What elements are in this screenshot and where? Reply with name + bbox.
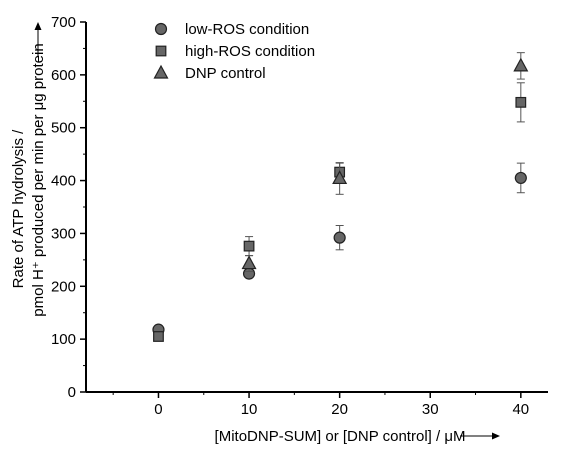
y-tick-label-300: 300	[51, 225, 76, 242]
x-axis-arrow	[460, 432, 500, 440]
y-tick-label-600: 600	[51, 67, 76, 84]
x-tick-label-30: 30	[422, 401, 439, 418]
y-tick-label-200: 200	[51, 278, 76, 295]
triangle-point-2-1	[332, 170, 348, 185]
y-tick-label-100: 100	[51, 331, 76, 348]
series-2	[241, 52, 529, 272]
legend-label-1: high-ROS condition	[185, 43, 315, 60]
y-tick-label-700: 700	[51, 14, 76, 31]
square-point-1-1	[243, 240, 255, 252]
triangle-point-2-0	[241, 255, 257, 270]
legend-label-2: DNP control	[185, 65, 266, 82]
legend-marker-0	[154, 22, 168, 36]
y-tick-label-0: 0	[68, 384, 76, 401]
x-tick-label-10: 10	[241, 401, 258, 418]
x-tick-label-0: 0	[154, 401, 162, 418]
x-axis-label: [MitoDNP-SUM] or [DNP control] / μM	[215, 428, 466, 445]
axes: 0 100 200 300 400 500 600 700 0 10 20 30 40	[51, 14, 548, 418]
legend-marker-2	[153, 64, 169, 79]
square-point-1-0	[153, 331, 164, 342]
y-axis-arrow	[34, 22, 42, 56]
y-axis-label-line2: pmol H⁺ produced per min per μg protein	[30, 43, 47, 316]
y-tick-label-500: 500	[51, 120, 76, 137]
series-0	[152, 162, 527, 336]
circle-point-0-2	[333, 231, 346, 244]
square-point-1-3	[515, 96, 527, 108]
triangle-point-2-2	[513, 57, 529, 72]
x-tick-label-40: 40	[512, 401, 529, 418]
y-axis-label-line1: Rate of ATP hydrolysis /	[10, 129, 27, 289]
x-tick-label-20: 20	[331, 401, 348, 418]
legend-marker-1	[155, 45, 167, 57]
y-tick-label-400: 400	[51, 173, 76, 190]
legend: low-ROS condition high-ROS condition DNP c…	[153, 21, 315, 82]
legend-label-0: low-ROS condition	[185, 21, 309, 38]
series-1	[153, 82, 527, 342]
data-marks	[152, 52, 529, 342]
circle-point-0-3	[514, 171, 527, 185]
